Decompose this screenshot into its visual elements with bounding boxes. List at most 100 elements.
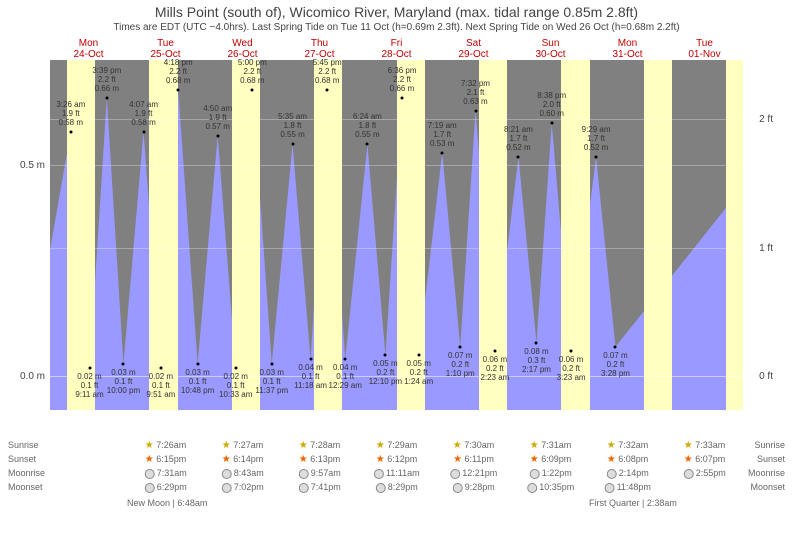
tide-point	[309, 358, 312, 361]
day-header: Fri28-Oct	[354, 38, 440, 60]
low-tide-label: 0.07 m0.2 ft3:28 pm	[601, 351, 630, 378]
tide-point	[69, 130, 72, 133]
moonrise-label: Moonrise	[8, 468, 45, 478]
sunset-value: ★ 6:11pm	[453, 454, 494, 465]
tide-point	[122, 362, 125, 365]
moonset-value: 7:02pm	[221, 482, 264, 493]
tide-point	[159, 366, 162, 369]
sunset-value: ★ 6:15pm	[145, 454, 187, 465]
low-tide-label: 0.05 m0.2 ft12:10 pm	[369, 359, 402, 386]
low-tide-label: 0.06 m0.2 ft3:23 am	[557, 355, 586, 382]
moonset-value: 6:29pm	[144, 482, 187, 493]
high-tide-label: 4:07 am1.9 ft0.58 m	[129, 100, 158, 127]
tide-point	[196, 362, 199, 365]
sunrise-value: ★ 7:27am	[222, 440, 264, 451]
low-tide-label: 0.02 m0.1 ft10:33 am	[219, 372, 252, 399]
tide-point	[142, 130, 145, 133]
low-tide-label: 0.02 m0.1 ft9:51 am	[146, 372, 175, 399]
chart-container: Mills Point (south of), Wicomico River, …	[0, 0, 793, 539]
high-tide-label: 5:45 pm2.2 ft0.68 m	[313, 58, 342, 85]
low-tide-label: 0.06 m0.2 ft2:23 am	[480, 355, 509, 382]
low-tide-label: 0.03 m0.1 ft10:48 pm	[181, 368, 214, 395]
sunrise-label-right: Sunrise	[754, 440, 785, 450]
tide-point	[550, 122, 553, 125]
high-tide-label: 6:36 pm2.2 ft0.66 m	[388, 66, 417, 93]
y-tick-left: 0.5 m	[20, 160, 45, 171]
low-tide-label: 0.04 m0.1 ft11:18 am	[294, 363, 327, 390]
low-tide-label: 0.04 m0.1 ft12:29 am	[329, 363, 362, 390]
chart-title: Mills Point (south of), Wicomico River, …	[0, 0, 793, 20]
moon-phase-note-right: First Quarter | 2:38am	[589, 498, 677, 508]
day-header: Mon31-Oct	[585, 38, 671, 60]
sunset-label: Sunset	[8, 454, 36, 464]
sunset-value: ★ 6:14pm	[222, 454, 264, 465]
sunrise-value: ★ 7:28am	[299, 440, 341, 451]
tide-point	[326, 88, 329, 91]
y-tick-left: 0.0 m	[20, 371, 45, 382]
high-tide-label: 4:18 pm2.2 ft0.68 m	[164, 58, 193, 85]
moonrise-value: 2:14pm	[606, 468, 649, 479]
moonrise-label-right: Moonrise	[748, 468, 785, 478]
high-tide-label: 5:35 am1.8 ft0.55 m	[278, 112, 307, 139]
sunset-value: ★ 6:09pm	[530, 454, 572, 465]
moonrise-value: 9:57am	[298, 468, 341, 479]
high-tide-label: 7:32 pm2.1 ft0.63 m	[461, 79, 490, 106]
moonset-value: 11:48pm	[604, 482, 651, 493]
moonset-value: 7:41pm	[298, 482, 341, 493]
tide-point	[441, 151, 444, 154]
moonset-label-right: Moonset	[750, 482, 785, 492]
high-tide-label: 4:50 am1.9 ft0.57 m	[203, 104, 232, 131]
low-tide-label: 0.03 m0.1 ft10:00 pm	[107, 368, 140, 395]
sunrise-value: ★ 7:30am	[453, 440, 495, 451]
sunrise-value: ★ 7:33am	[684, 440, 726, 451]
tide-point	[366, 143, 369, 146]
daylight-band	[232, 60, 260, 410]
moonrise-value: 2:55pm	[683, 468, 726, 479]
moonrise-value: 1:22pm	[529, 468, 572, 479]
tide-point	[493, 349, 496, 352]
tide-point	[177, 88, 180, 91]
tide-point	[570, 349, 573, 352]
chart-subtitle: Times are EDT (UTC −4.0hrs). Last Spring…	[0, 20, 793, 33]
high-tide-label: 8:38 pm2.0 ft0.60 m	[537, 91, 566, 118]
day-header: Thu27-Oct	[277, 38, 363, 60]
moonrise-value: 11:11am	[373, 468, 419, 479]
moonset-value: 9:28pm	[452, 482, 495, 493]
sunset-value: ★ 6:13pm	[299, 454, 341, 465]
high-tide-label: 3:39 pm2.2 ft0.66 m	[92, 66, 121, 93]
moonrise-value: 12:21pm	[450, 468, 498, 479]
daylight-band	[397, 60, 425, 410]
tide-point	[614, 345, 617, 348]
tide-point	[474, 109, 477, 112]
moonset-value: 10:35pm	[527, 482, 575, 493]
moonset-value: 8:29pm	[375, 482, 418, 493]
daylight-band	[644, 60, 672, 410]
high-tide-label: 6:24 am1.8 ft0.55 m	[353, 112, 382, 139]
tide-point	[105, 96, 108, 99]
high-tide-label: 7:19 am1.7 ft0.53 m	[428, 121, 457, 148]
high-tide-label: 9:29 am1.7 ft0.52 m	[582, 125, 611, 152]
y-tick-right: 0 ft	[759, 371, 773, 382]
sunrise-value: ★ 7:26am	[145, 440, 187, 451]
high-tide-label: 3:26 am1.9 ft0.58 m	[56, 100, 85, 127]
moon-phase-note-left: New Moon | 6:48am	[127, 498, 207, 508]
sunrise-value: ★ 7:29am	[376, 440, 418, 451]
low-tide-label: 0.08 m0.3 ft2:17 pm	[522, 347, 551, 374]
tide-point	[401, 96, 404, 99]
high-tide-label: 5:00 pm2.2 ft0.68 m	[238, 58, 267, 85]
low-tide-label: 0.03 m0.1 ft11:37 pm	[255, 368, 288, 395]
tide-point	[535, 341, 538, 344]
sunrise-label: Sunrise	[8, 440, 39, 450]
day-header: Sun30-Oct	[508, 38, 594, 60]
day-header: Wed26-Oct	[200, 38, 286, 60]
sunrise-value: ★ 7:32am	[607, 440, 649, 451]
tide-point	[88, 366, 91, 369]
plot-area: 3:26 am1.9 ft0.58 m 0.02 m0.1 ft9:11 am 3:…	[50, 60, 743, 410]
moonset-label: Moonset	[8, 482, 43, 492]
low-tide-label: 0.07 m0.2 ft1:10 pm	[446, 351, 475, 378]
moonrise-value: 7:31am	[144, 468, 187, 479]
tide-point	[344, 358, 347, 361]
tide-point	[291, 143, 294, 146]
high-tide-label: 8:21 am1.7 ft0.52 m	[504, 125, 533, 152]
low-tide-label: 0.02 m0.1 ft9:11 am	[75, 372, 103, 399]
